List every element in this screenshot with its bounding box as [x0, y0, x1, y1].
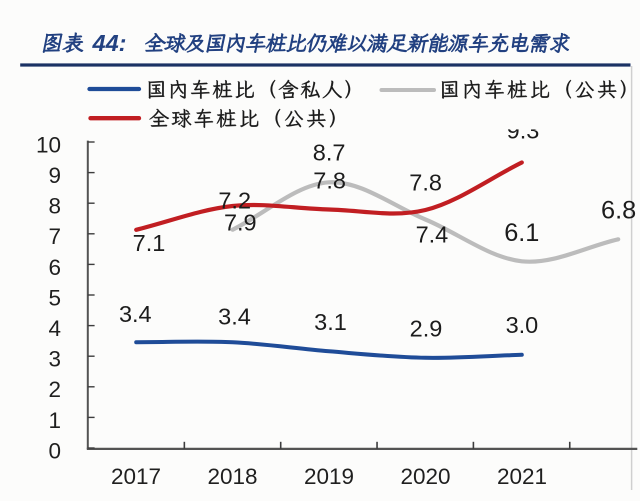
svg-text:7.8: 7.8 [409, 170, 442, 196]
svg-text:6: 6 [48, 255, 61, 280]
svg-text:2019: 2019 [304, 464, 354, 489]
svg-text:3: 3 [48, 347, 61, 372]
svg-text:1: 1 [48, 408, 61, 433]
svg-text:6.8: 6.8 [601, 197, 636, 225]
svg-text:3.4: 3.4 [218, 303, 251, 329]
svg-text:9: 9 [48, 163, 61, 188]
svg-text:5: 5 [48, 285, 61, 310]
svg-text:7.4: 7.4 [416, 222, 449, 248]
svg-text:3.0: 3.0 [506, 312, 539, 338]
svg-text:7.9: 7.9 [224, 210, 257, 236]
svg-text:10: 10 [36, 132, 61, 157]
svg-text:4: 4 [48, 316, 61, 341]
svg-text:2021: 2021 [497, 464, 547, 489]
svg-text:44:: 44: [92, 30, 127, 56]
svg-text:8.7: 8.7 [313, 140, 346, 166]
svg-text:7.1: 7.1 [133, 230, 166, 256]
svg-text:2017: 2017 [111, 464, 161, 489]
svg-text:2: 2 [48, 377, 61, 402]
svg-text:3.4: 3.4 [119, 301, 152, 327]
svg-text:2.9: 2.9 [410, 316, 443, 342]
svg-text:2020: 2020 [400, 464, 450, 489]
svg-text:3.1: 3.1 [314, 309, 347, 335]
svg-text:6.1: 6.1 [504, 219, 539, 247]
svg-text:7.8: 7.8 [313, 168, 346, 194]
svg-text:0: 0 [48, 438, 61, 463]
svg-text:2018: 2018 [207, 464, 257, 489]
svg-text:7: 7 [48, 224, 61, 249]
svg-text:7.2: 7.2 [218, 187, 251, 213]
svg-text:8: 8 [48, 194, 61, 219]
